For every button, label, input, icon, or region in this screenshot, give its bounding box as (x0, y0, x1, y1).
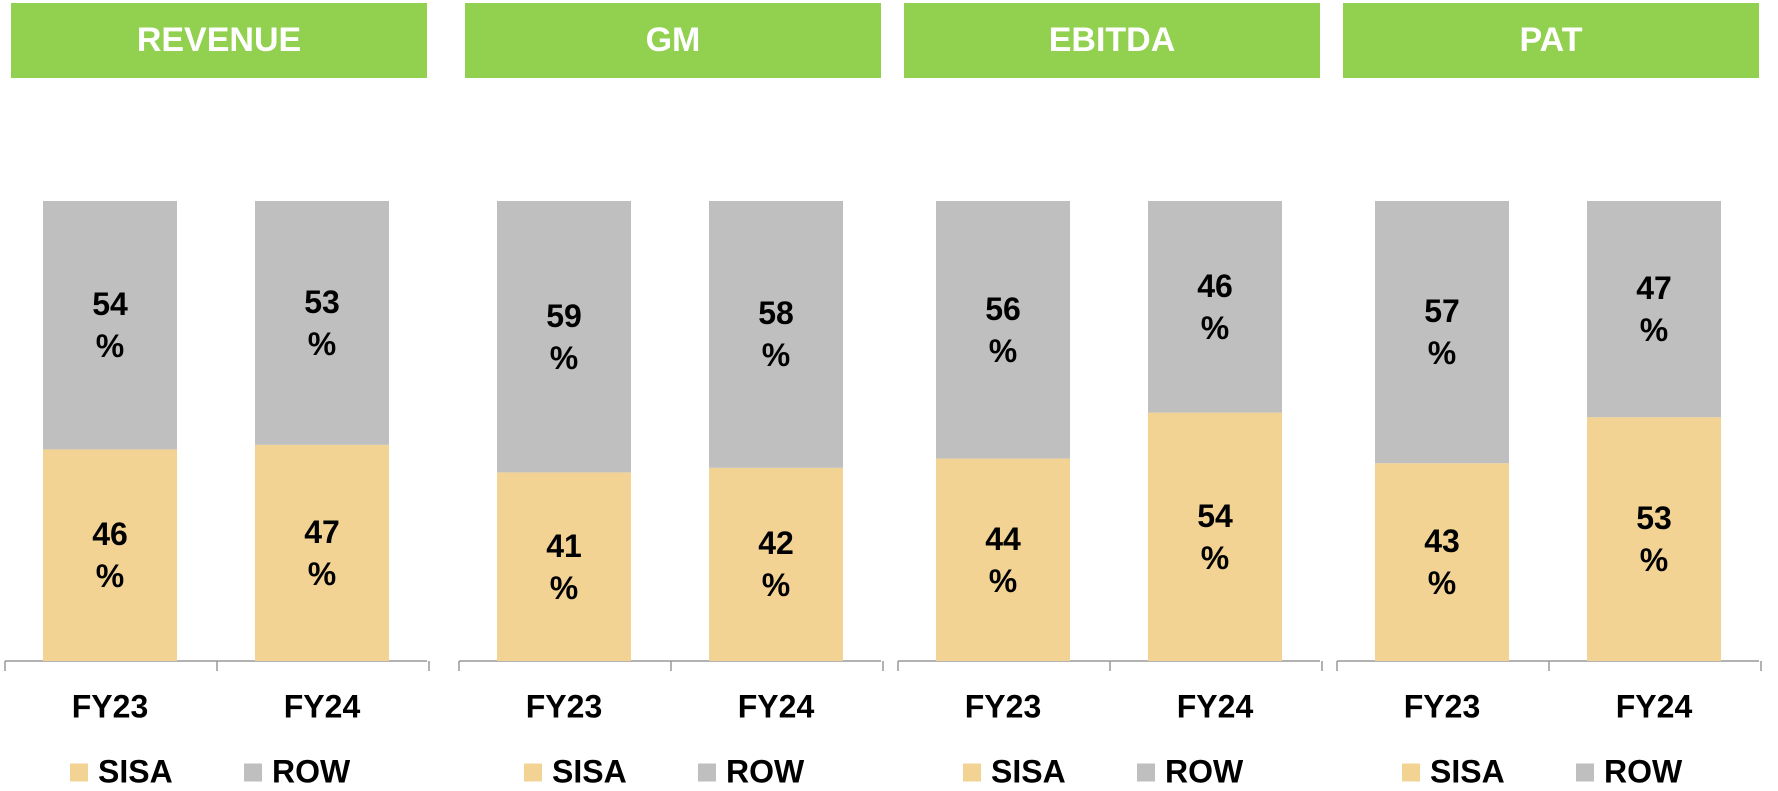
x-tick-label: FY24 (283, 688, 361, 725)
bar-segment (936, 458, 1070, 661)
legend-label: SISA (98, 753, 173, 790)
legend-swatch (244, 763, 262, 781)
legend-entry: ROW (698, 754, 804, 791)
legend-entry: ROW (244, 754, 350, 791)
panel-title: REVENUE (11, 3, 427, 78)
legend-label: SISA (991, 753, 1066, 790)
legend-label: ROW (1604, 753, 1683, 790)
x-tick-label: FY24 (1176, 688, 1254, 725)
bar-segment (43, 201, 177, 450)
legend-label: ROW (726, 753, 805, 790)
bar-segment (497, 472, 631, 661)
data-label: 54 % (92, 286, 128, 365)
data-label: 53 % (304, 283, 340, 362)
legend-label: SISA (552, 753, 627, 790)
bar-segment (1375, 463, 1509, 661)
legend-entry: ROW (1137, 754, 1243, 791)
panel-title: GM (465, 3, 881, 78)
x-tick-label: FY24 (1615, 688, 1693, 725)
data-label: 42 % (758, 525, 794, 604)
legend-swatch (963, 763, 981, 781)
data-label: 57 % (1424, 293, 1460, 372)
legend-label: SISA (1430, 753, 1505, 790)
data-label: 58 % (758, 295, 794, 374)
data-label: 54 % (1197, 497, 1233, 576)
data-label: 44 % (985, 520, 1021, 599)
x-tick-label: FY23 (1403, 688, 1481, 725)
x-tick-label: FY23 (525, 688, 603, 725)
bar-segment (43, 449, 177, 661)
data-label: 46 % (1197, 267, 1233, 346)
bar-segment (936, 201, 1070, 459)
legend-swatch (70, 763, 88, 781)
bar-segment (709, 467, 843, 661)
bar-segment (255, 201, 389, 445)
x-tick-label: FY23 (964, 688, 1042, 725)
data-label: 56 % (985, 290, 1021, 369)
bar-segment (709, 201, 843, 468)
legend-swatch (1137, 763, 1155, 781)
bar-segment (1148, 412, 1282, 661)
legend-label: ROW (272, 753, 351, 790)
data-label: 46 % (92, 516, 128, 595)
bar-segment (1587, 201, 1721, 418)
panel-title: EBITDA (904, 3, 1320, 78)
data-label: 41 % (546, 527, 582, 606)
bar-segment (255, 444, 389, 661)
x-tick-label: FY24 (737, 688, 815, 725)
legend-label: ROW (1165, 753, 1244, 790)
data-label: 53 % (1636, 500, 1672, 579)
data-label: 43 % (1424, 523, 1460, 602)
legend-swatch (524, 763, 542, 781)
legend-entry: SISA (963, 754, 1066, 791)
bar-segment (1587, 417, 1721, 661)
legend-entry: SISA (1402, 754, 1505, 791)
legend-swatch (1576, 763, 1594, 781)
data-label: 47 % (1636, 270, 1672, 349)
panel-title: PAT (1343, 3, 1759, 78)
legend-swatch (1402, 763, 1420, 781)
data-label: 59 % (546, 297, 582, 376)
bar-segment (1375, 201, 1509, 464)
legend-entry: ROW (1576, 754, 1682, 791)
legend-swatch (698, 763, 716, 781)
legend-entry: SISA (524, 754, 627, 791)
bar-segment (497, 201, 631, 473)
x-tick-label: FY23 (71, 688, 149, 725)
bar-segment (1148, 201, 1282, 413)
legend-entry: SISA (70, 754, 173, 791)
data-label: 47 % (304, 513, 340, 592)
